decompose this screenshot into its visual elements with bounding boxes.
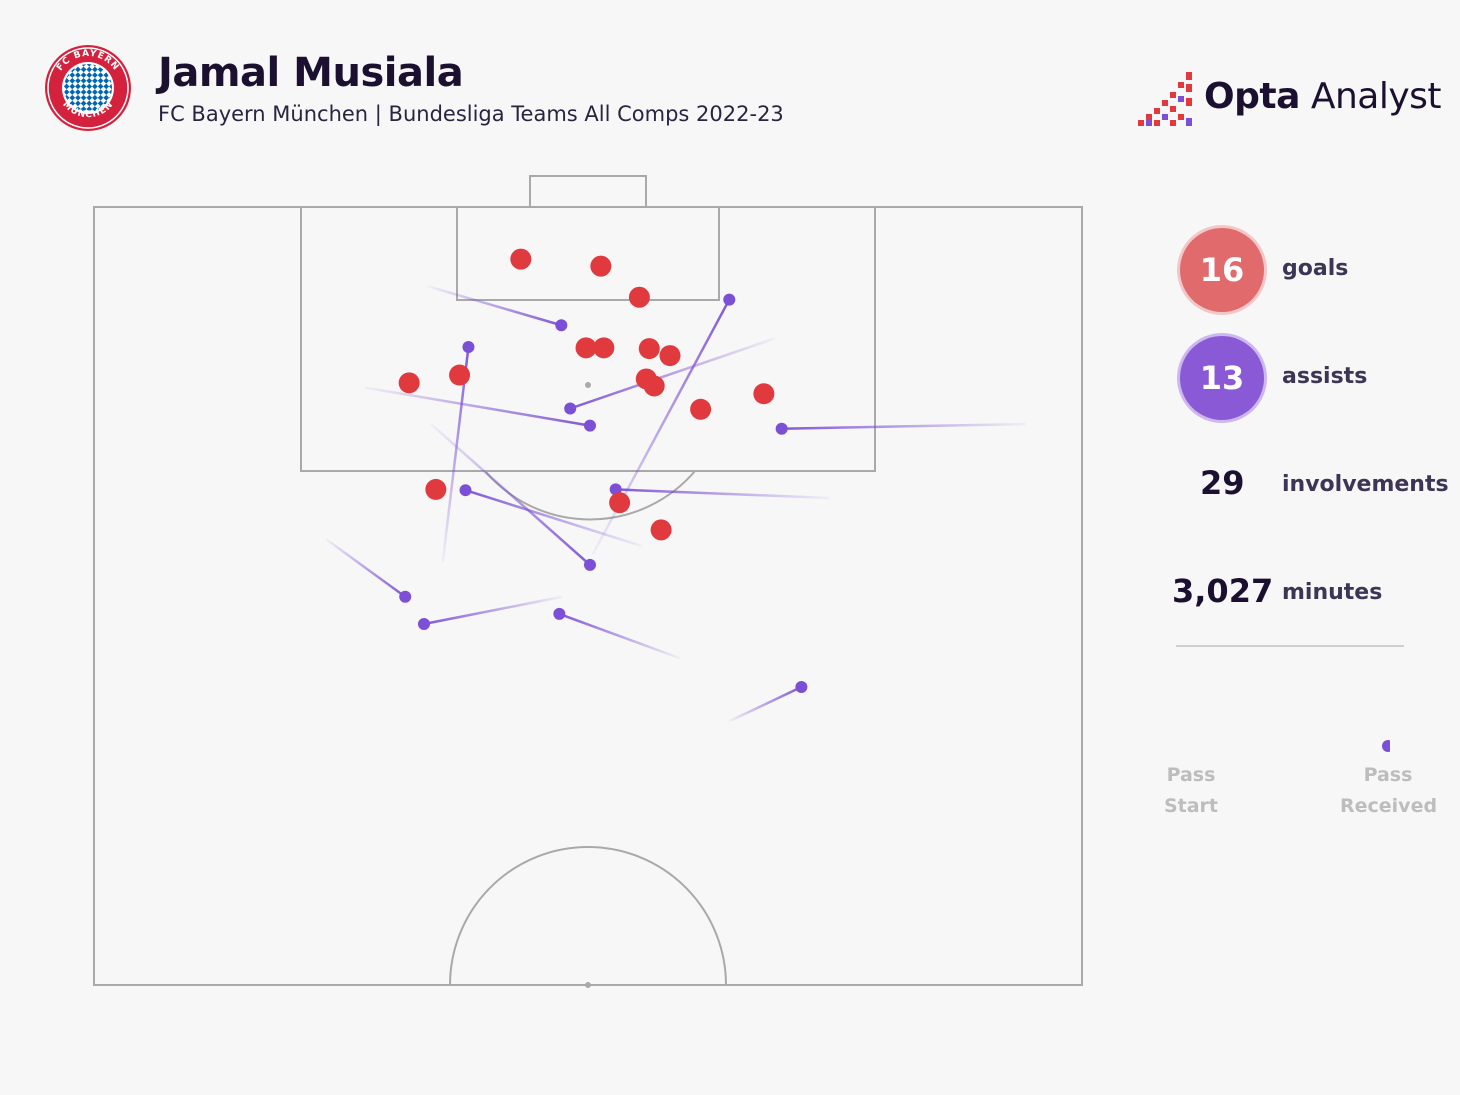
goals-stat: 16 goals	[1160, 228, 1450, 312]
legend-end-line2: Received	[1340, 795, 1438, 817]
assist-received-point	[723, 293, 736, 306]
assist-pass-line	[430, 423, 591, 566]
involvements-label: involvements	[1282, 472, 1449, 497]
fc-bayern-logo: FC BAYERN MÜNCHEN	[45, 45, 131, 131]
goal-point	[650, 519, 672, 541]
goal-point	[449, 364, 471, 386]
goal-point	[753, 383, 775, 405]
assist-pass-line	[781, 422, 1026, 430]
assist-pass-line	[569, 337, 776, 410]
goals-layer	[398, 248, 775, 541]
assists-label: assists	[1282, 364, 1368, 389]
goal-point	[593, 337, 615, 359]
assist-received-point	[795, 681, 808, 694]
legend-start-line2: Start	[1163, 795, 1219, 817]
brand-name-light: Analyst	[1299, 76, 1442, 117]
assist-received-point	[459, 484, 472, 497]
minutes-stat: 3,027 minutes	[1160, 552, 1450, 636]
legend-pass-received: Pass Received	[1340, 760, 1438, 822]
involvements-value: 29	[1200, 464, 1245, 502]
assist-pass-line	[465, 489, 643, 548]
goal-point	[643, 375, 665, 397]
goal-point	[628, 286, 650, 308]
minutes-label: minutes	[1282, 580, 1383, 605]
assist-received-point	[583, 558, 596, 571]
assist-pass-line	[558, 612, 681, 660]
assist-received-point	[583, 419, 596, 432]
assist-received-point	[553, 607, 566, 620]
goal-point	[690, 398, 712, 420]
assist-received-point	[399, 590, 412, 603]
pitch-markings	[93, 175, 1083, 988]
assist-pass-line	[728, 685, 802, 723]
player-name: Jamal Musiala	[158, 50, 464, 96]
goal-point	[425, 478, 447, 500]
involvements-stat: 29 involvements	[1160, 444, 1450, 528]
assist-pass-line	[615, 488, 830, 500]
goals-badge: 16	[1180, 228, 1264, 312]
goal-point	[659, 345, 681, 367]
goal-point	[609, 492, 631, 514]
goal-point	[398, 372, 420, 394]
assist-received-point	[564, 402, 577, 415]
pass-legend	[1192, 740, 1390, 752]
assists-layer	[325, 285, 1026, 723]
opta-analyst-logo: Opta Analyst	[1136, 70, 1442, 130]
legend-end-line1: Pass	[1363, 764, 1413, 786]
assist-pass-line	[591, 298, 731, 555]
assist-received-point	[555, 319, 568, 332]
opta-logo-icon	[1138, 72, 1192, 126]
assist-pass-line	[427, 285, 562, 327]
pitch-outline	[93, 206, 1083, 986]
penalty-arc	[484, 470, 696, 521]
divider	[1176, 645, 1404, 647]
assists-badge: 13	[1180, 336, 1264, 420]
subtitle: FC Bayern München | Bundesliga Teams All…	[158, 102, 784, 126]
header: FC BAYERN MÜNCHEN Jamal Musiala FC Bayer…	[0, 0, 1460, 160]
goal-point	[590, 255, 612, 277]
penalty-spot	[585, 382, 591, 388]
legend-pass-start: Pass Start	[1160, 760, 1222, 822]
assist-received-point	[775, 422, 788, 435]
assist-received-point	[417, 618, 430, 631]
pitch-chart	[93, 175, 1083, 988]
assist-pass-line	[325, 538, 406, 598]
six-yard-box	[456, 206, 720, 301]
goal-point	[510, 248, 532, 270]
legend-start-line1: Pass	[1166, 764, 1216, 786]
stats-panel: 16 goals 13 assists 29 involvements 3,02…	[1160, 220, 1450, 840]
centre-spot	[585, 982, 591, 988]
goals-label: goals	[1282, 256, 1349, 281]
centre-circle	[449, 846, 727, 986]
goal-frame	[529, 175, 647, 208]
assist-pass-line	[364, 386, 591, 427]
brand-name: Opta Analyst	[1204, 76, 1442, 117]
goal-point	[638, 338, 660, 360]
assists-stat: 13 assists	[1160, 336, 1450, 420]
goal-point	[575, 337, 597, 359]
brand-name-bold: Opta	[1204, 76, 1300, 117]
assist-pass-line	[423, 595, 563, 626]
assist-received-point	[462, 341, 475, 354]
legend-received-dot	[1382, 740, 1390, 752]
minutes-value: 3,027	[1172, 572, 1274, 610]
